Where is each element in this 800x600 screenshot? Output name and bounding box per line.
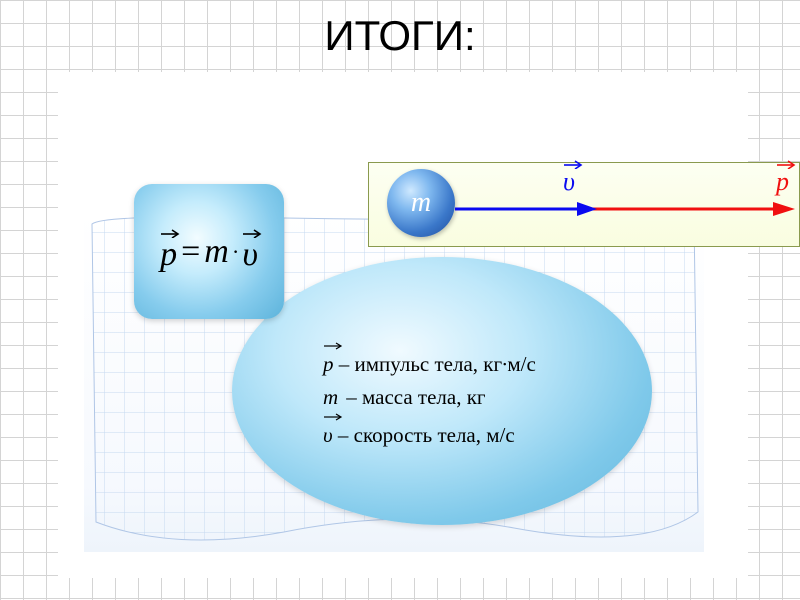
legend: p – импульс тела, кг∙м/с m – масса тела,… xyxy=(323,342,536,452)
page-title: ИТОГИ: xyxy=(324,12,475,60)
vector-arrow-icon xyxy=(323,340,343,350)
formula-m: m xyxy=(204,233,229,271)
legend-v-sym-text: υ xyxy=(323,423,333,447)
formula-p: p xyxy=(160,230,177,274)
formula-box: p = m ∙ υ xyxy=(134,184,284,319)
v-vector-label: υ xyxy=(563,161,575,197)
legend-p-text: – импульс тела, кг∙м/с xyxy=(339,352,536,376)
legend-v-text: – скорость тела, м/с xyxy=(338,423,515,447)
formula-v-text: υ xyxy=(242,236,258,273)
legend-row-m: m – масса тела, кг xyxy=(323,381,536,414)
vector-arrow-icon xyxy=(323,411,343,421)
legend-row-v: υ – скорость тела, м/с xyxy=(323,413,536,452)
mass-label: m xyxy=(411,187,431,219)
formula-v: υ xyxy=(242,230,258,274)
vector-arrows xyxy=(455,199,795,219)
legend-m-symbol: m xyxy=(323,381,341,414)
formula-p-text: p xyxy=(160,236,177,273)
legend-row-p: p – импульс тела, кг∙м/с xyxy=(323,342,536,381)
p-label-text: p xyxy=(776,167,789,196)
p-vector-label: p xyxy=(776,161,789,197)
vector-panel: m υ p xyxy=(368,162,800,247)
legend-m-text: – масса тела, кг xyxy=(346,385,485,409)
legend-v-symbol: υ xyxy=(323,413,333,452)
formula-equals: = xyxy=(181,233,200,271)
mass-ball: m xyxy=(387,169,455,237)
formula-dot: ∙ xyxy=(233,239,239,265)
v-label-text: υ xyxy=(563,167,575,196)
legend-p-symbol: p xyxy=(323,342,334,381)
legend-p-sym-text: p xyxy=(323,352,334,376)
formula: p = m ∙ υ xyxy=(160,230,258,274)
slide-area: p – импульс тела, кг∙м/с m – масса тела,… xyxy=(58,72,748,578)
